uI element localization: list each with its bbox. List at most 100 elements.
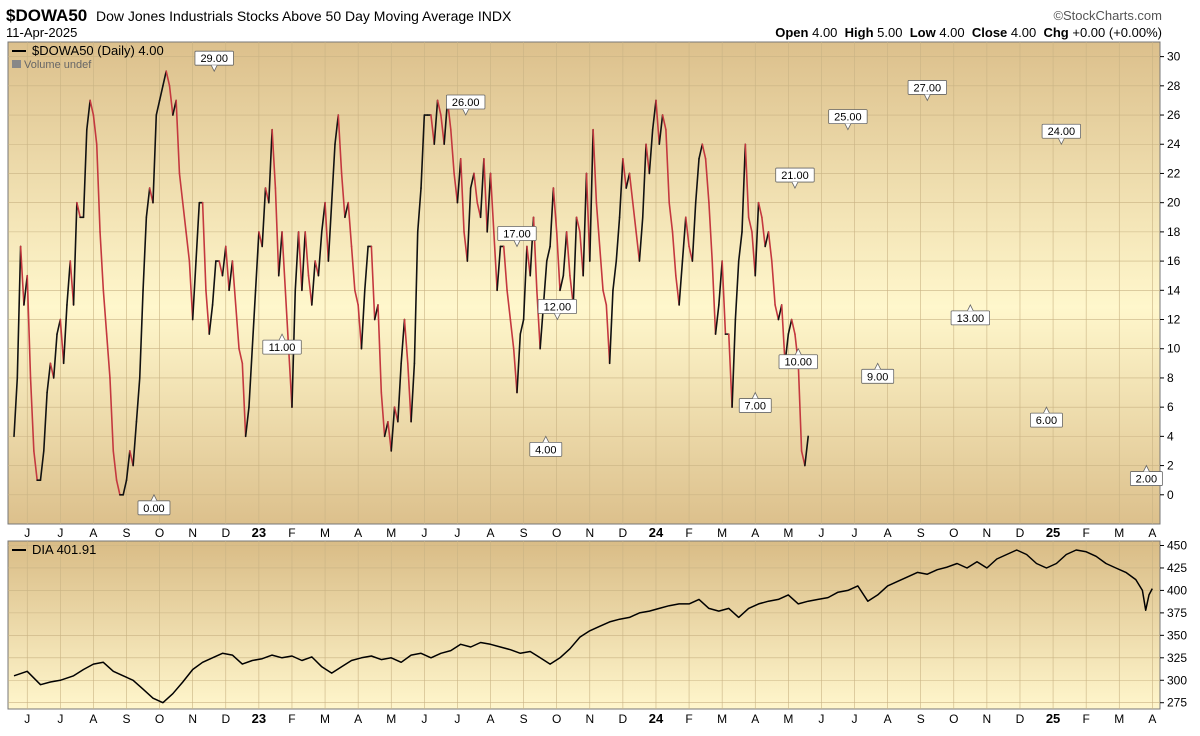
y-tick-label: 30: [1167, 50, 1181, 64]
series-segment: [92, 114, 98, 146]
series-segment: [248, 347, 254, 408]
series-segment: [767, 231, 773, 262]
series-segment: [691, 201, 697, 262]
value-label-pointer: [542, 435, 550, 443]
series-segment: [99, 231, 105, 292]
series-segment: [615, 216, 621, 262]
series-segment: [387, 420, 393, 452]
y-tick-label: 375: [1167, 606, 1187, 620]
series-segment: [588, 128, 594, 262]
close-value: 4.00: [1010, 25, 1037, 40]
series-segment: [747, 216, 753, 233]
x-month-label: J: [421, 526, 427, 540]
y-tick-label: 24: [1167, 137, 1181, 151]
x-month-label: F: [288, 712, 295, 726]
series-segment: [383, 420, 389, 438]
series-segment: [135, 377, 141, 423]
series-segment: [347, 201, 353, 248]
series-segment: [152, 114, 158, 204]
y-tick-label: 350: [1167, 628, 1187, 642]
x-month-label: A: [751, 712, 759, 726]
series-segment: [704, 158, 710, 204]
series-segment: [380, 391, 386, 438]
value-label-pointer: [923, 94, 931, 102]
series-segment: [641, 143, 647, 219]
x-month-label: M: [320, 712, 330, 726]
chart-symbol: $DOWA50: [6, 6, 88, 25]
series-segment: [155, 99, 161, 116]
x-month-label: O: [552, 526, 561, 540]
value-label: 0.00: [143, 503, 164, 515]
low-value: 4.00: [939, 25, 965, 40]
series-segment: [651, 99, 657, 131]
value-label-pointer: [966, 304, 974, 312]
x-month-label: J: [57, 526, 63, 540]
value-label: 10.00: [785, 357, 813, 369]
series-segment: [188, 260, 194, 321]
series-segment: [542, 260, 548, 306]
series-segment: [175, 99, 181, 175]
value-label: 24.00: [1048, 126, 1076, 138]
brand-label[interactable]: ©StockCharts.com: [1053, 8, 1162, 23]
price-line: [13, 549, 1153, 704]
series-segment: [115, 479, 121, 496]
series-segment: [105, 333, 111, 379]
series-segment: [66, 260, 72, 306]
series-segment: [648, 128, 654, 175]
series-segment: [661, 114, 667, 131]
series-segment: [320, 201, 326, 233]
ohlc-readout: Open 4.00 High 5.00 Low 4.00 Close 4.00 …: [775, 25, 1162, 40]
series-segment: [185, 231, 191, 262]
series-segment: [658, 114, 664, 146]
value-label: 11.00: [269, 342, 296, 354]
value-label: 29.00: [200, 53, 228, 65]
series-segment: [324, 201, 330, 262]
series-segment: [737, 231, 743, 262]
x-month-label: J: [421, 712, 427, 726]
series-segment: [456, 158, 462, 204]
y-tick-label: 28: [1167, 79, 1181, 93]
series-segment: [575, 216, 581, 233]
x-month-label: S: [917, 712, 925, 726]
series-segment: [797, 362, 803, 452]
x-month-label: M: [320, 526, 330, 540]
series-segment: [76, 201, 81, 219]
series-segment: [675, 274, 680, 306]
series-segment: [304, 231, 310, 277]
series-segment: [211, 260, 217, 306]
y-tick-label: 22: [1167, 166, 1181, 180]
series-segment: [483, 158, 489, 233]
chart-title: Dow Jones Industrials Stocks Above 50 Da…: [96, 8, 511, 24]
chart-date: 11-Apr-2025: [6, 25, 78, 40]
series-segment: [694, 158, 700, 204]
series-segment: [254, 231, 260, 292]
series-segment: [145, 187, 151, 219]
series-segment: [109, 377, 115, 452]
y-tick-label: 12: [1167, 313, 1181, 327]
series-segment: [363, 245, 369, 292]
series-segment: [125, 450, 131, 481]
x-month-label: S: [520, 712, 528, 726]
series-segment: [761, 216, 766, 248]
series-segment: [406, 362, 412, 423]
series-segment: [757, 201, 763, 219]
series-segment: [102, 289, 108, 335]
series-segment: [301, 231, 307, 292]
value-label-pointer: [874, 362, 882, 370]
series-segment: [337, 114, 343, 175]
x-month-label: M: [783, 526, 793, 540]
series-segment: [218, 260, 224, 277]
series-segment: [433, 99, 439, 146]
series-segment: [502, 245, 508, 292]
x-month-label: J: [24, 712, 30, 726]
chg-value: +0.00 (+0.00%): [1072, 25, 1162, 40]
exchange-label: INDX: [477, 8, 512, 24]
x-month-label: N: [188, 526, 197, 540]
legend-label: $DOWA50 (Daily) 4.00: [32, 43, 164, 58]
series-segment: [780, 304, 786, 365]
series-segment: [496, 245, 502, 292]
series-segment: [261, 187, 267, 248]
series-segment: [311, 260, 316, 306]
series-segment: [744, 143, 750, 219]
series-segment: [582, 172, 588, 277]
